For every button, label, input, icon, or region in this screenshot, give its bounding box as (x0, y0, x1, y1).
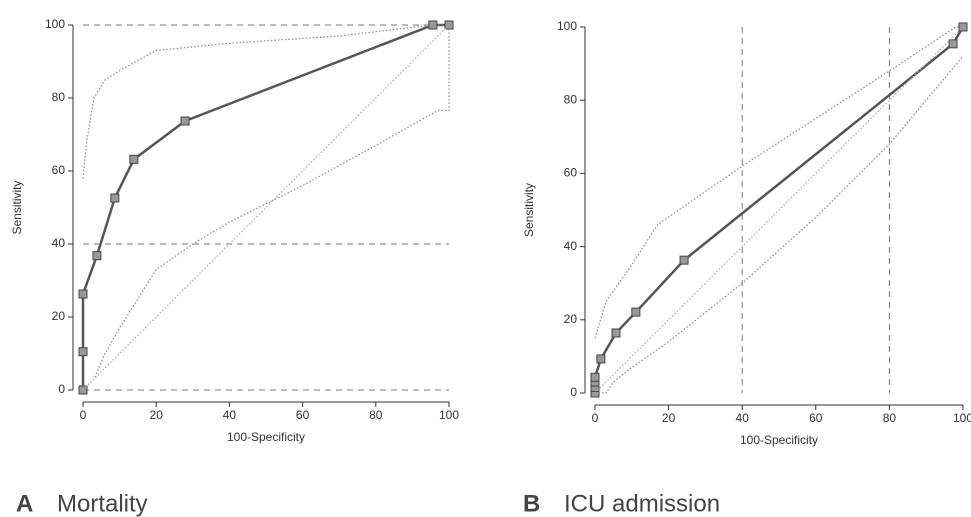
point (948, 39, 958, 49)
panel-label: A (16, 490, 33, 517)
point (611, 328, 621, 338)
x-tick-label: 40 (223, 408, 237, 422)
x-tick-label: 0 (80, 408, 87, 422)
y-tick-label: 100 (45, 17, 65, 31)
x-tick-label: 80 (369, 408, 383, 422)
series-line (82, 25, 450, 391)
x-axis-label: 100-Specificity (740, 433, 818, 447)
y-axis-label: Sensitivity (10, 180, 24, 234)
x-tick-label: 60 (296, 408, 310, 422)
y-tick-label: 100 (557, 19, 577, 33)
point (596, 354, 606, 364)
series-line (594, 26, 964, 394)
y-tick-label: 60 (52, 163, 66, 177)
x-tick-label: 20 (150, 408, 164, 422)
x-axis-label: 100-Specificity (227, 430, 305, 444)
y-tick-label: 60 (564, 166, 578, 180)
point (679, 255, 689, 265)
y-tick-label: 20 (564, 312, 578, 326)
panel-caption: ICU admission (564, 490, 720, 517)
y-axis-label: Sensitivity (522, 183, 536, 237)
point (78, 289, 88, 299)
x-tick-label: 100 (439, 408, 459, 422)
y-tick-label: 20 (52, 309, 66, 323)
point (180, 116, 190, 126)
series-line (595, 55, 964, 394)
panel-label: B (523, 490, 540, 517)
x-tick-label: 100 (953, 411, 971, 425)
y-tick-label: 80 (52, 90, 66, 104)
panel-caption: Mortality (57, 490, 148, 517)
x-tick-label: 80 (883, 411, 897, 425)
point (631, 307, 641, 317)
y-tick-label: 40 (564, 239, 578, 253)
y-tick-label: 80 (564, 92, 578, 106)
point (110, 193, 120, 203)
point (590, 372, 600, 382)
series-line (82, 24, 449, 179)
point (92, 251, 102, 261)
y-tick-label: 0 (58, 382, 65, 396)
series-line (82, 24, 450, 391)
point (129, 154, 139, 164)
y-tick-label: 0 (570, 385, 577, 399)
y-tick-label: 40 (52, 236, 66, 250)
point (78, 347, 88, 357)
x-tick-label: 40 (736, 411, 750, 425)
x-tick-label: 20 (662, 411, 676, 425)
x-tick-label: 0 (592, 411, 599, 425)
x-tick-label: 60 (809, 411, 823, 425)
series-line (594, 26, 963, 339)
